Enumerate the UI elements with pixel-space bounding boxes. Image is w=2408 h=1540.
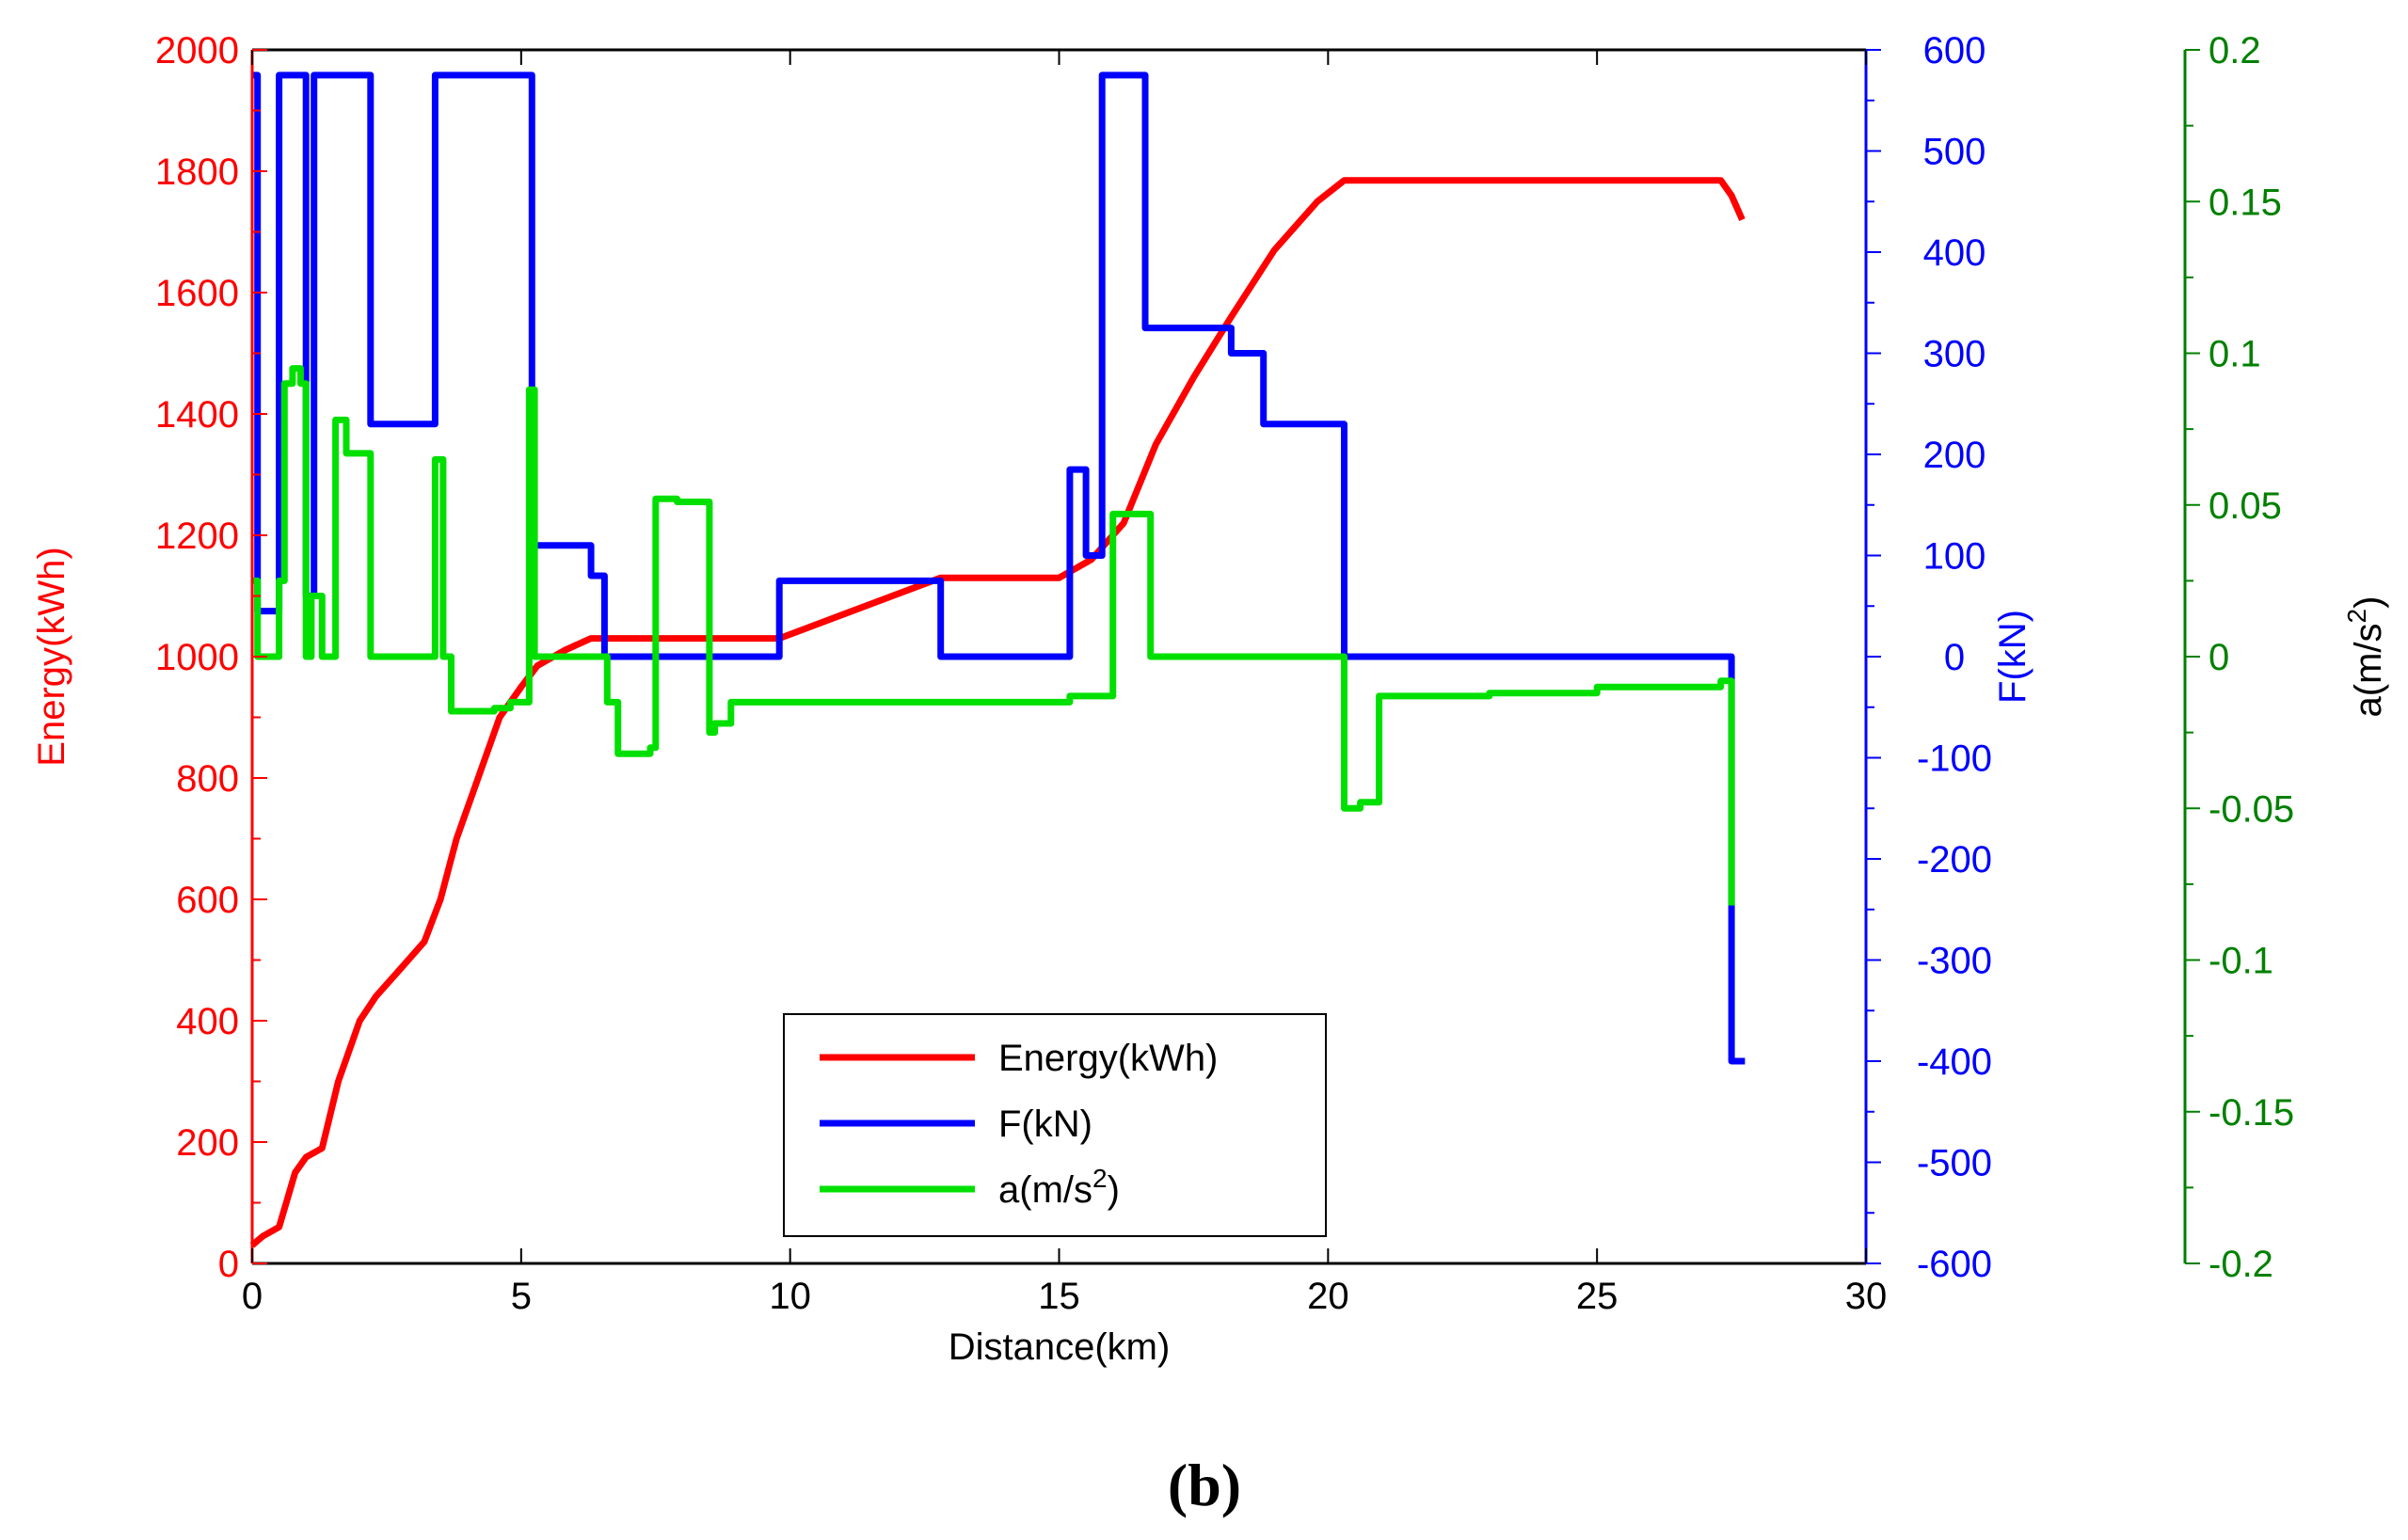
accel-tick-label: 0	[2209, 637, 2229, 678]
x-axis-label: Distance(km)	[949, 1326, 1171, 1368]
legend-label-end: )	[1108, 1169, 1120, 1211]
force-tick-label: 0	[1944, 637, 1965, 678]
energy-tick-label: 1000	[155, 637, 239, 678]
force-tick-label: 300	[1923, 334, 1986, 375]
energy-tick-label: 0	[218, 1244, 239, 1285]
energy-tick-label: 800	[176, 758, 239, 800]
series-layer	[249, 71, 1746, 1248]
force-tick-label: -200	[1917, 839, 1992, 881]
x-tick-label: 30	[1845, 1276, 1888, 1317]
accel-axis-label: a(m/s2)	[2342, 596, 2389, 718]
force-tick-label: -600	[1917, 1244, 1992, 1285]
energy-tick-label: 600	[176, 880, 239, 921]
series-line-0	[249, 177, 1746, 1248]
accel-tick-label: 0.2	[2209, 30, 2261, 71]
force-tick-label: 200	[1923, 435, 1986, 476]
accel-tick-label: 0.1	[2209, 334, 2261, 375]
force-tick-label: 400	[1923, 232, 1986, 274]
series-line-2	[252, 365, 1735, 906]
accel-tick-label: 0.05	[2209, 485, 2282, 527]
x-tick-label: 25	[1576, 1276, 1619, 1317]
force-tick-label: -300	[1917, 941, 1992, 982]
legend-label-2: a(m/s2)	[998, 1164, 1120, 1211]
figure-caption: (b)	[1168, 1452, 1241, 1518]
x-tick-label: 15	[1038, 1276, 1080, 1317]
energy-tick-label: 200	[176, 1122, 239, 1164]
legend-label-base: a(m/s	[998, 1169, 1092, 1211]
legend-label-sup: 2	[1092, 1164, 1108, 1193]
accel-tick-label: -0.15	[2209, 1092, 2294, 1134]
force-tick-label: -100	[1917, 738, 1992, 780]
energy-tick-label: 1600	[155, 273, 239, 314]
legend-label-1: F(kN)	[998, 1103, 1092, 1145]
energy-axis-label: Energy(kWh)	[31, 547, 72, 766]
accel-label-sup: 2	[2342, 609, 2371, 624]
force-tick-label: 500	[1923, 132, 1986, 173]
legend-label-0: Energy(kWh)	[998, 1038, 1218, 1079]
legend: Energy(kWh) F(kN) a(m/s2)	[783, 1013, 1327, 1237]
energy-tick-label: 1200	[155, 516, 239, 557]
x-tick-label: 0	[242, 1276, 263, 1317]
accel-tick-label: -0.2	[2209, 1244, 2273, 1285]
accel-label-end: )	[2348, 596, 2389, 609]
energy-tick-label: 400	[176, 1001, 239, 1042]
force-tick-label: -500	[1917, 1143, 1992, 1184]
accel-tick-label: 0.15	[2209, 182, 2282, 223]
x-tick-label: 10	[769, 1276, 811, 1317]
axes-layer: 0 5 10 15 20 25 30Distance(km)0200400600800100…	[31, 30, 2389, 1368]
force-tick-label: 100	[1923, 536, 1986, 578]
accel-tick-label: -0.05	[2209, 788, 2294, 830]
force-tick-label: -400	[1917, 1041, 1992, 1083]
caption-letter: b	[1188, 1452, 1221, 1518]
energy-tick-label: 2000	[155, 30, 239, 71]
energy-tick-label: 1400	[155, 394, 239, 436]
accel-label-base: a(m/s	[2348, 623, 2389, 717]
force-axis-label: F(kN)	[1992, 610, 2033, 704]
accel-tick-label: -0.1	[2209, 941, 2273, 982]
x-tick-label: 20	[1307, 1276, 1349, 1317]
force-tick-label: 600	[1923, 30, 1986, 71]
x-tick-label: 5	[511, 1276, 532, 1317]
energy-tick-label: 1800	[155, 151, 239, 193]
